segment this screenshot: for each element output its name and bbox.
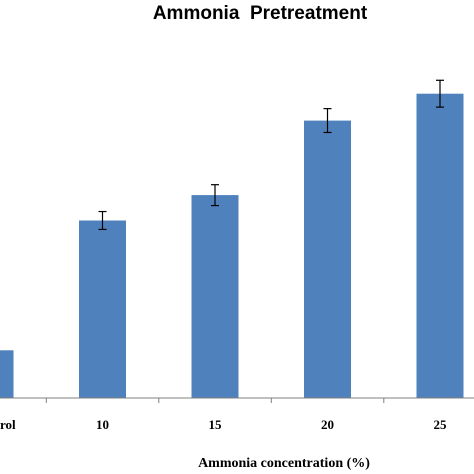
bars-layer [0, 93, 464, 398]
x-tick-label-25: 25 [434, 417, 448, 432]
bar-control [0, 350, 14, 398]
error-bars-layer [98, 79, 444, 231]
x-tick-marks [45, 398, 385, 403]
error-bar-10 [98, 210, 107, 231]
x-axis-label: Ammonia concentration (%) [198, 456, 370, 471]
x-tick-label-control: rol [0, 417, 16, 432]
error-bar-15 [211, 184, 219, 207]
error-bar-20 [323, 108, 332, 134]
bar-15 [191, 195, 239, 398]
x-tick-label-20: 20 [321, 417, 334, 432]
chart-title: Ammonia Pretreatment [153, 3, 368, 24]
x-tick-label-10: 10 [96, 417, 109, 432]
bar-10 [79, 220, 126, 398]
x-tick-label-15: 15 [209, 417, 223, 432]
bar-25 [416, 93, 464, 398]
error-bar-25 [436, 79, 444, 108]
bar-20 [304, 120, 351, 398]
x-tick-labels: rol 10 15 20 25 [0, 417, 447, 432]
